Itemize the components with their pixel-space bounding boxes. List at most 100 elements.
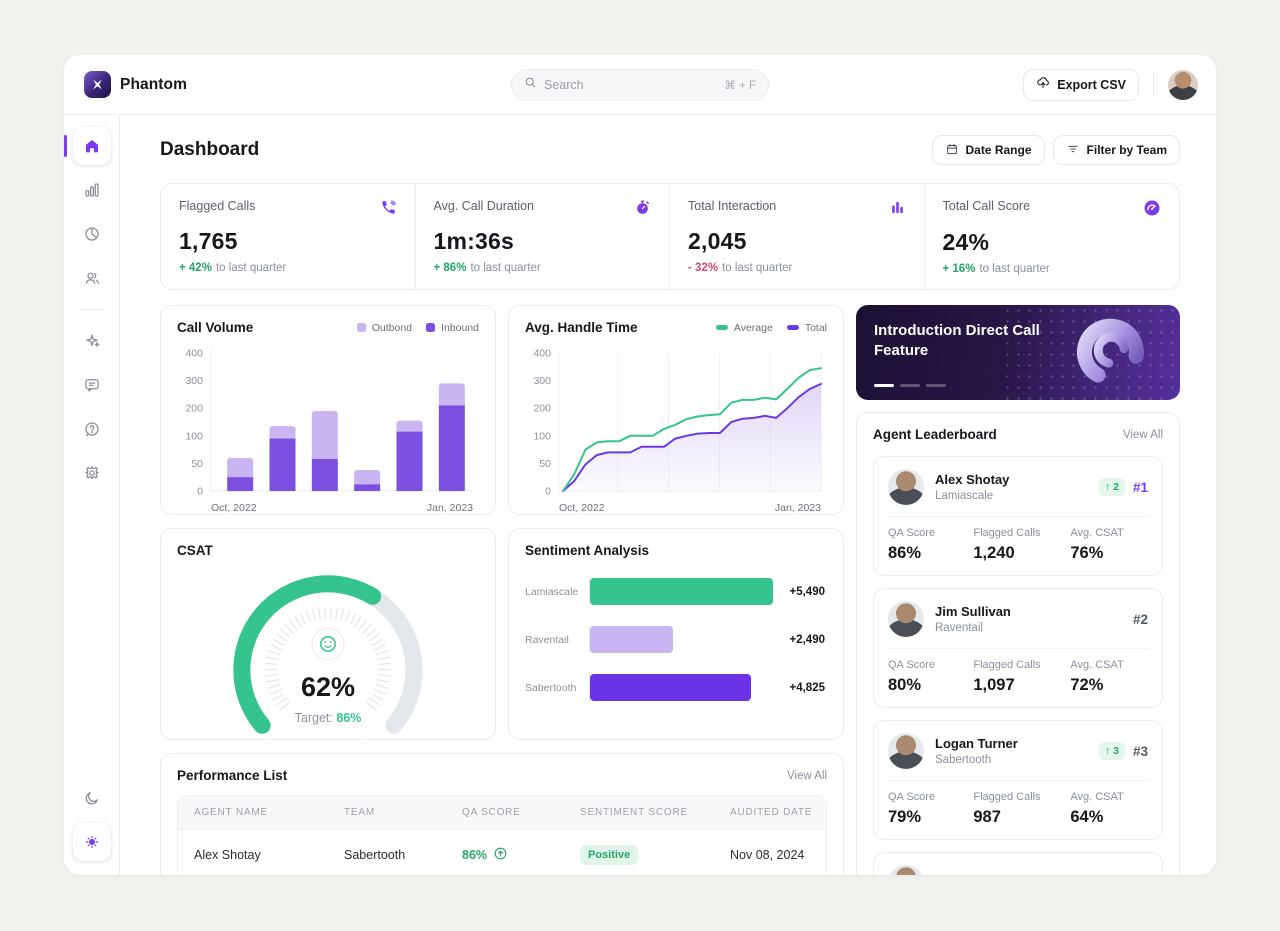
sentiment-category: Lamiascale [525, 585, 579, 598]
filter-by-team-button[interactable]: Filter by Team [1052, 135, 1180, 165]
app-window: Phantom Search ⌘ + F Export CSV Dashboar [64, 55, 1216, 875]
sidebar-item-help[interactable] [73, 410, 111, 448]
call-volume-card: Call Volume Outbond Inbound 400 300 200 100 5… [160, 305, 496, 515]
svg-text:300: 300 [533, 375, 551, 387]
sidebar-item-settings[interactable] [73, 454, 111, 492]
stat-card-3: Total Call Score 24% + 16% to last quarter [925, 184, 1180, 289]
sentiment-bar [590, 626, 674, 653]
phantom-logo-icon [84, 71, 111, 98]
banner-pager-dash-1[interactable] [900, 384, 920, 387]
qa-score-label: QA Score [888, 527, 936, 539]
help-icon [83, 420, 101, 438]
sidebar-item-home[interactable] [64, 127, 111, 165]
leaderboard-entry[interactable]: Alex Shotay Lamiascale ↑ 2 #1 QA Score 8… [873, 456, 1163, 576]
svg-text:300: 300 [185, 375, 203, 387]
stat-value: 1,765 [179, 228, 238, 254]
performance-title: Performance List [177, 768, 288, 783]
performance-table: AGENT NAME TEAM QA SCORE SENTIMENT SCORE AUD… [177, 795, 827, 875]
stat-delta: + 16% to last quarter [942, 263, 1050, 275]
stat-value: 1m:36s [433, 228, 514, 254]
agent-avatar [888, 601, 924, 637]
sidebar [64, 115, 120, 875]
sentiment-badge: Positive [580, 845, 639, 865]
sidebar-item-dark-mode[interactable] [73, 779, 111, 817]
rank-change-badge: ↑ 2 [1098, 478, 1125, 496]
cell-sentiment: Positive [564, 830, 714, 875]
banner-title: Introduction Direct Call Feature [874, 322, 1040, 360]
stat-value: 2,045 [688, 228, 747, 254]
legend-item: Average [715, 322, 773, 334]
dark-mode-icon [83, 789, 101, 807]
sidebar-item-teams[interactable] [73, 259, 111, 297]
sentiment-value: +2,490 [789, 633, 826, 646]
performance-view-all-link[interactable]: View All [786, 769, 827, 782]
column-header[interactable]: TEAM [344, 807, 375, 818]
call-volume-chart: 400 300 200 100 50 0 Oct, 2022 Jan, 2023 [185, 348, 473, 515]
svg-text:Jan, 2023: Jan, 2023 [775, 502, 821, 514]
qa-score-value: 80% [888, 676, 922, 694]
leaderboard-title: Agent Leaderboard [873, 427, 997, 442]
search-icon [524, 76, 537, 94]
column-header[interactable]: AUDITED DATE [730, 807, 813, 818]
date-range-button[interactable]: Date Range [931, 135, 1045, 165]
sentiment-category: Raventail [525, 633, 569, 646]
sidebar-item-light-mode[interactable] [72, 823, 111, 861]
sidebar-item-ai-assist[interactable] [73, 322, 111, 360]
stat-delta: - 32% to last quarter [688, 262, 793, 274]
light-mode-icon [84, 834, 100, 850]
leaderboard-view-all-link[interactable]: View All [1122, 428, 1163, 441]
agent-name: Jim Sullivan [935, 604, 1011, 619]
column-header[interactable]: AGENT NAME [194, 807, 268, 818]
ai-assist-icon [83, 332, 101, 350]
qa-score-label: QA Score [888, 791, 936, 803]
messages-icon [83, 376, 101, 394]
avg-csat-label: Avg. CSAT [1070, 527, 1124, 539]
call-volume-legend: Outbond Inbound [356, 322, 479, 334]
sentiment-row: Raventail +2,490 [525, 626, 825, 653]
search-placeholder: Search [544, 77, 584, 92]
sentiment-title: Sentiment Analysis [525, 543, 650, 558]
sidebar-item-analytics[interactable] [73, 171, 111, 209]
flagged-calls-label: Flagged Calls [973, 791, 1041, 803]
filter-icon [1066, 142, 1080, 159]
sentiment-bar [590, 578, 774, 605]
teams-icon [83, 269, 101, 287]
banner-pager-dash-2[interactable] [926, 384, 946, 387]
stat-value: 24% [942, 229, 990, 255]
right-column: Introduction Direct Call Feature Agent L… [856, 305, 1180, 875]
sentiment-category: Sabertooth [525, 681, 577, 694]
sentiment-chart: Lamiascale +5,490 Raventail +2,490 Saber… [525, 578, 827, 701]
rank-badge: #2 [1132, 611, 1148, 627]
svg-text:0: 0 [545, 486, 551, 498]
active-indicator [64, 135, 67, 157]
leaderboard-entry[interactable]: Mason Brooks #4 QA Score Flagged Calls A… [873, 852, 1163, 875]
column-header[interactable]: SENTIMENT SCORE [580, 807, 688, 818]
svg-text:200: 200 [185, 403, 203, 415]
cell-agent: Alex Shotay [194, 848, 261, 862]
export-csv-button[interactable]: Export CSV [1023, 68, 1139, 101]
leaderboard-entry[interactable]: Jim Sullivan Raventail #2 QA Score 80% F… [873, 588, 1163, 708]
flagged-calls-value: 1,240 [973, 544, 1015, 562]
main-content: Dashboard Date Range Filter by Team Flagg… [120, 115, 1216, 875]
csat-card: CSAT 62% Target: 86% [160, 528, 496, 740]
agent-team: Sabertooth [935, 754, 992, 766]
page-title: Dashboard [160, 139, 260, 160]
sentiment-row: Sabertooth +4,825 [525, 674, 825, 701]
legend-item: Outbond [356, 322, 412, 334]
topbar-right: Export CSV [1023, 68, 1198, 101]
user-avatar[interactable] [1168, 69, 1198, 100]
csat-gauge: 62% Target: 86% [233, 575, 423, 734]
gauge-icon [1143, 199, 1161, 222]
table-row[interactable]: Alex Shotay Sabertooth 86% Positive Nov … [178, 830, 826, 875]
gauge-target: Target: 86% [295, 711, 362, 725]
topbar-divider [1153, 71, 1154, 98]
feature-banner[interactable]: Introduction Direct Call Feature [856, 305, 1180, 400]
performance-list-card: Performance List View All AGENT NAME TEAM… [160, 753, 844, 875]
search-input[interactable]: Search ⌘ + F [511, 68, 769, 101]
column-header[interactable]: QA SCORE [462, 807, 521, 818]
sidebar-item-messages[interactable] [73, 366, 111, 404]
banner-pager-dash-0[interactable] [874, 384, 894, 387]
sidebar-item-reports[interactable] [73, 215, 111, 253]
banner-pager [874, 384, 946, 387]
leaderboard-entry[interactable]: Logan Turner Sabertooth ↑ 3 #3 QA Score … [873, 720, 1163, 840]
